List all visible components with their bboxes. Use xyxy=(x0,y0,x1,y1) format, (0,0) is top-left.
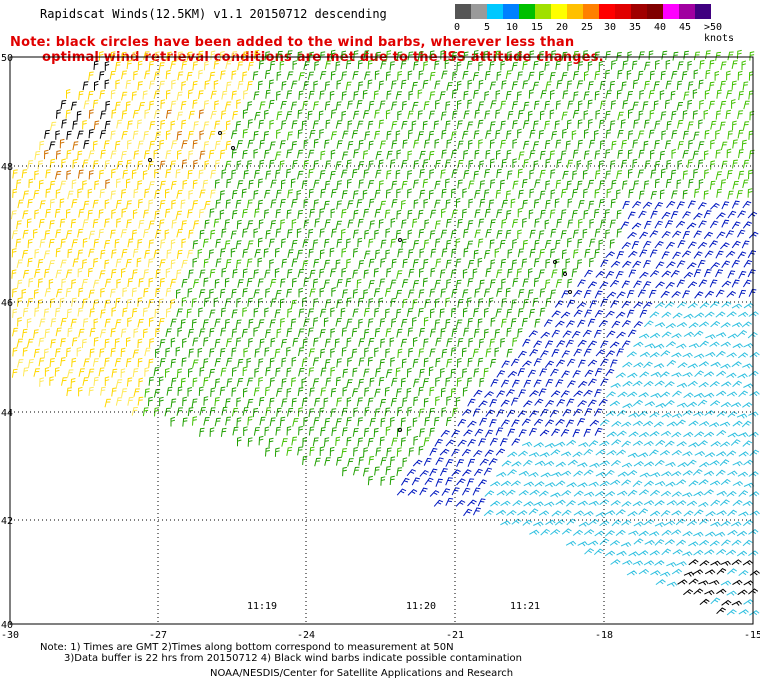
footer-credit: NOAA/NESDIS/Center for Satellite Applica… xyxy=(210,668,514,679)
time-label: 11:20 xyxy=(406,601,436,612)
legend-swatch xyxy=(535,4,551,19)
legend-label: 35 xyxy=(628,22,642,33)
legend-label: >50 knots xyxy=(703,22,735,44)
legend-swatch xyxy=(551,4,567,19)
legend-label: 40 xyxy=(653,22,667,33)
contamination-circle xyxy=(398,428,402,432)
wind-barb-group xyxy=(483,301,760,616)
time-label: 11:21 xyxy=(510,601,540,612)
longitude-label: -21 xyxy=(446,630,464,641)
legend-swatch xyxy=(455,4,471,19)
graticule xyxy=(10,57,753,624)
wind-barb-group xyxy=(11,49,260,408)
legend-label: 15 xyxy=(530,22,544,33)
latitude-label: 48 xyxy=(1,162,13,173)
legend-label: 0 xyxy=(453,22,461,33)
longitude-label: -18 xyxy=(595,630,613,641)
legend-label: 30 xyxy=(603,22,617,33)
legend-swatch xyxy=(663,4,679,19)
longitude-label: -15 xyxy=(744,630,760,641)
map-title: Rapidscat Winds(12.5KM) v1.1 20150712 de… xyxy=(40,7,387,21)
contamination-circle xyxy=(568,290,572,294)
wind-barb-group xyxy=(10,50,248,416)
map-frame xyxy=(9,56,754,625)
latitude-label: 42 xyxy=(1,516,13,527)
longitude-label: -24 xyxy=(297,630,315,641)
time-label: 11:19 xyxy=(247,601,277,612)
legend-label: 45 xyxy=(678,22,692,33)
latitude-label: 40 xyxy=(1,620,13,631)
contamination-circle xyxy=(231,146,235,150)
contamination-circle xyxy=(563,272,567,276)
footer-note-1: Note: 1) Times are GMT 2)Times along bot… xyxy=(40,642,454,653)
latitude-label: 46 xyxy=(1,298,13,309)
wind-barb-group xyxy=(44,109,206,189)
contamination-circle xyxy=(553,260,557,264)
wind-barb-group xyxy=(147,49,705,486)
legend-label: 25 xyxy=(580,22,594,33)
wind-barb-group xyxy=(44,60,760,615)
latitude-label: 50 xyxy=(1,53,13,64)
legend-label: 20 xyxy=(555,22,569,33)
legend-swatch xyxy=(695,4,711,19)
legend-swatch xyxy=(471,4,487,19)
longitude-label: -27 xyxy=(149,630,167,641)
legend-swatch xyxy=(503,4,519,19)
contamination-circle xyxy=(218,131,222,135)
legend-label: 10 xyxy=(505,22,519,33)
wind-barb-group xyxy=(396,200,759,517)
legend-swatch xyxy=(583,4,599,19)
note-line-1: Note: black circles have been added to t… xyxy=(10,35,575,50)
footer-note-2: 3)Data buffer is 22 hrs from 20150712 4)… xyxy=(64,653,522,664)
legend-label: 5 xyxy=(483,22,491,33)
legend-swatch xyxy=(615,4,631,19)
legend-swatch xyxy=(487,4,503,19)
legend-swatch xyxy=(679,4,695,19)
contamination-circle xyxy=(398,238,402,242)
legend-swatch xyxy=(647,4,663,19)
wind-barb-group xyxy=(142,49,755,465)
latitude-label: 44 xyxy=(1,408,13,419)
legend-swatch xyxy=(599,4,615,19)
legend-swatch xyxy=(567,4,583,19)
wind-barbs xyxy=(10,49,760,616)
legend-swatch xyxy=(631,4,647,19)
contamination-circle xyxy=(148,158,152,162)
legend-swatch xyxy=(519,4,535,19)
longitude-label: -30 xyxy=(1,630,19,641)
